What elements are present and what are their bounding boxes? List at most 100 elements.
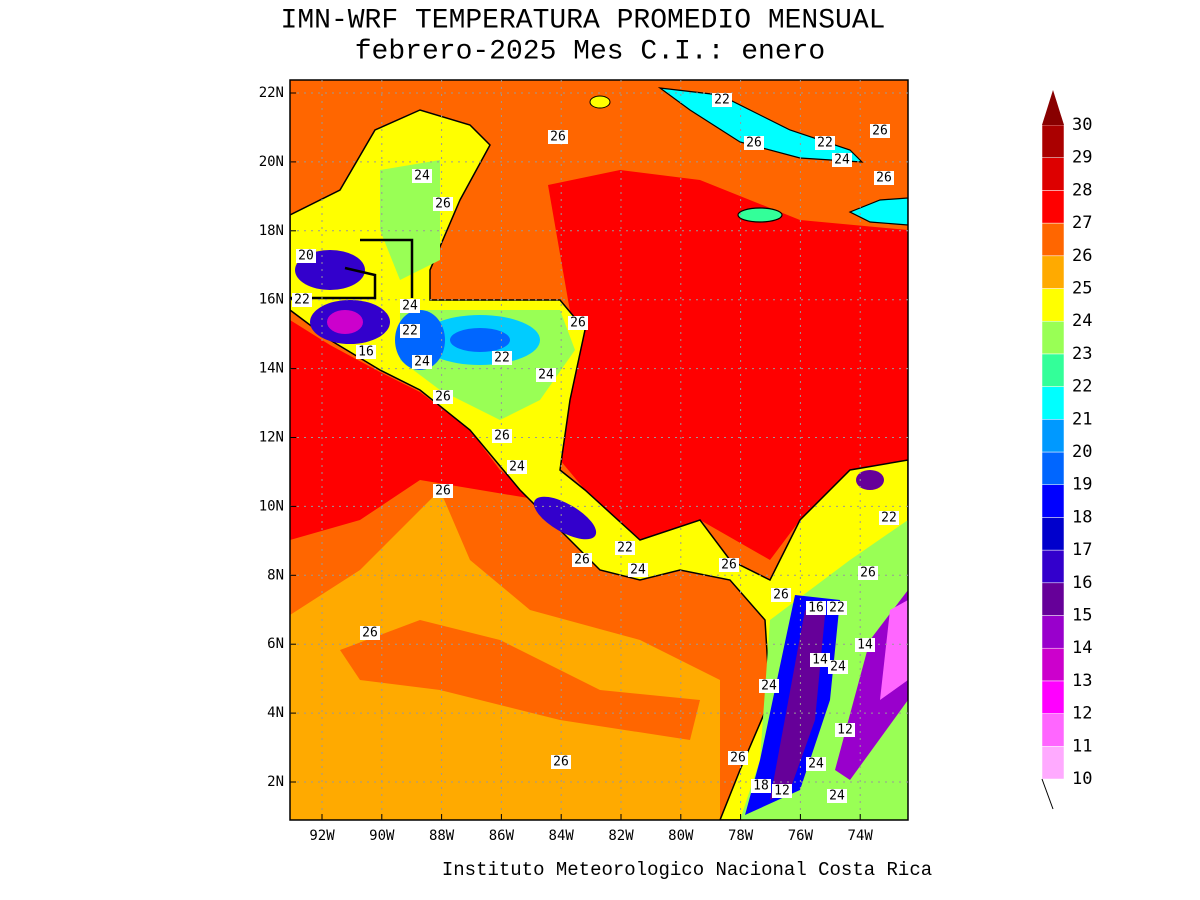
y-tick-label: 2N [267,774,284,790]
colorbar-label: 21 [1072,409,1092,429]
contour-label: 24 [830,660,846,675]
colorbar-box [1041,680,1065,714]
contour-label: 24 [829,789,845,804]
contour-label: 12 [837,723,853,738]
contour-label: 24 [630,563,646,578]
contour-label-box [771,588,791,602]
title: IMN-WRF TEMPERATURA PROMEDIO MENSUAL [281,5,886,36]
contour-label-box [536,368,556,382]
colorbar-box [1041,746,1065,780]
x-tick-label: 76W [788,828,814,844]
contour-label: 26 [872,124,888,139]
colorbar-box [1041,713,1065,747]
y-tick-label: 6N [267,636,284,652]
contour-label: 26 [730,751,746,766]
colorbar-label: 24 [1072,311,1092,331]
contour-label: 26 [746,136,762,151]
colorbar-label: 27 [1072,213,1092,233]
footer: Instituto Meteorologico Nacional Costa R… [442,859,932,881]
contour-label: 26 [435,390,451,405]
colorbar-over [1042,90,1064,125]
contour-label: 26 [435,484,451,499]
contour-label-box [810,653,830,667]
contour-label: 24 [414,169,430,184]
contour-label-box [858,566,878,580]
contour-label: 18 [753,779,769,794]
contour-label: 26 [494,429,510,444]
colorbar-label: 29 [1072,148,1092,168]
contour-label: 16 [358,345,374,360]
overlay: 22N 20N 18N 16N 14N 12N 10N 8N 6N 4N 2N 92W 90W 88W 86… [259,80,908,844]
colorbar-box [1041,386,1065,420]
contour-label-box [719,558,739,572]
contour-label-box [759,679,779,693]
x-tick-label: 92W [309,828,335,844]
x-tick-label: 84W [549,828,575,844]
contour-label-box [615,541,635,555]
colorbar-label: 18 [1072,507,1092,527]
colorbar-label: 17 [1072,540,1092,560]
contour-label-box [806,757,826,771]
colorbar-label: 26 [1072,246,1092,266]
contour-label-box [827,601,847,615]
contour-label: 22 [617,541,633,556]
contour-label: 26 [553,755,569,770]
contour-label-box [433,484,453,498]
contour-label-box [874,171,894,185]
colorbar-box [1041,157,1065,191]
contour-label-box [400,324,420,338]
contour-label: 26 [773,588,789,603]
y-tick-label: 22N [259,85,284,101]
colorbar-box [1041,484,1065,518]
contour-label-box [751,779,771,793]
colorbar-label: 13 [1072,671,1092,691]
colorbar-label: 10 [1072,769,1092,789]
colorbar-label: 11 [1072,736,1092,756]
colorbar-box [1041,190,1065,224]
y-tick-label: 14N [259,361,284,377]
contour-label-box [772,784,792,798]
y-tick-label: 20N [259,154,284,170]
x-tick-label: 78W [728,828,754,844]
contour-label: 24 [509,460,525,475]
map-field [290,80,908,820]
contour-label-box [832,153,852,167]
contour-label-box [400,299,420,313]
contour-label-box [412,169,432,183]
x-tick-label: 86W [489,828,515,844]
contour-label-box [356,345,376,359]
contour-label: 22 [817,136,833,151]
contour-label-box [292,293,312,307]
contour-label: 26 [435,197,451,212]
contour-label: 26 [550,130,566,145]
contour-label: 14 [857,638,873,653]
y-tick-label: 4N [267,705,284,721]
colorbar-box [1041,124,1065,158]
contour-label: 24 [402,299,418,314]
colorbar-box [1041,222,1065,257]
contour-label: 20 [298,249,314,264]
colorbar-label: 22 [1072,377,1092,397]
contour-label-box [492,429,512,443]
contour-label-box [806,601,826,615]
contour-label-box [628,563,648,577]
x-tick-label: 74W [848,828,874,844]
colorbar-label: 20 [1072,442,1092,462]
contour-label: 14 [812,653,828,668]
x-tick-label: 88W [429,828,455,844]
contour-label: 22 [494,351,510,366]
colorbar-box [1041,451,1065,485]
contour-label-box [827,789,847,803]
contour-label: 24 [538,368,554,383]
colorbar-box [1041,582,1065,616]
colorbar-label: 30 [1072,115,1092,135]
contour-label-box [879,511,899,525]
contour-label: 24 [808,757,824,772]
contour-label-box [870,124,890,138]
contour-label: 16 [808,601,824,616]
contour-label: 22 [294,293,310,308]
contour-label-box [568,316,588,330]
y-tick-label: 10N [259,498,284,514]
colorbar-label: 23 [1072,344,1092,364]
